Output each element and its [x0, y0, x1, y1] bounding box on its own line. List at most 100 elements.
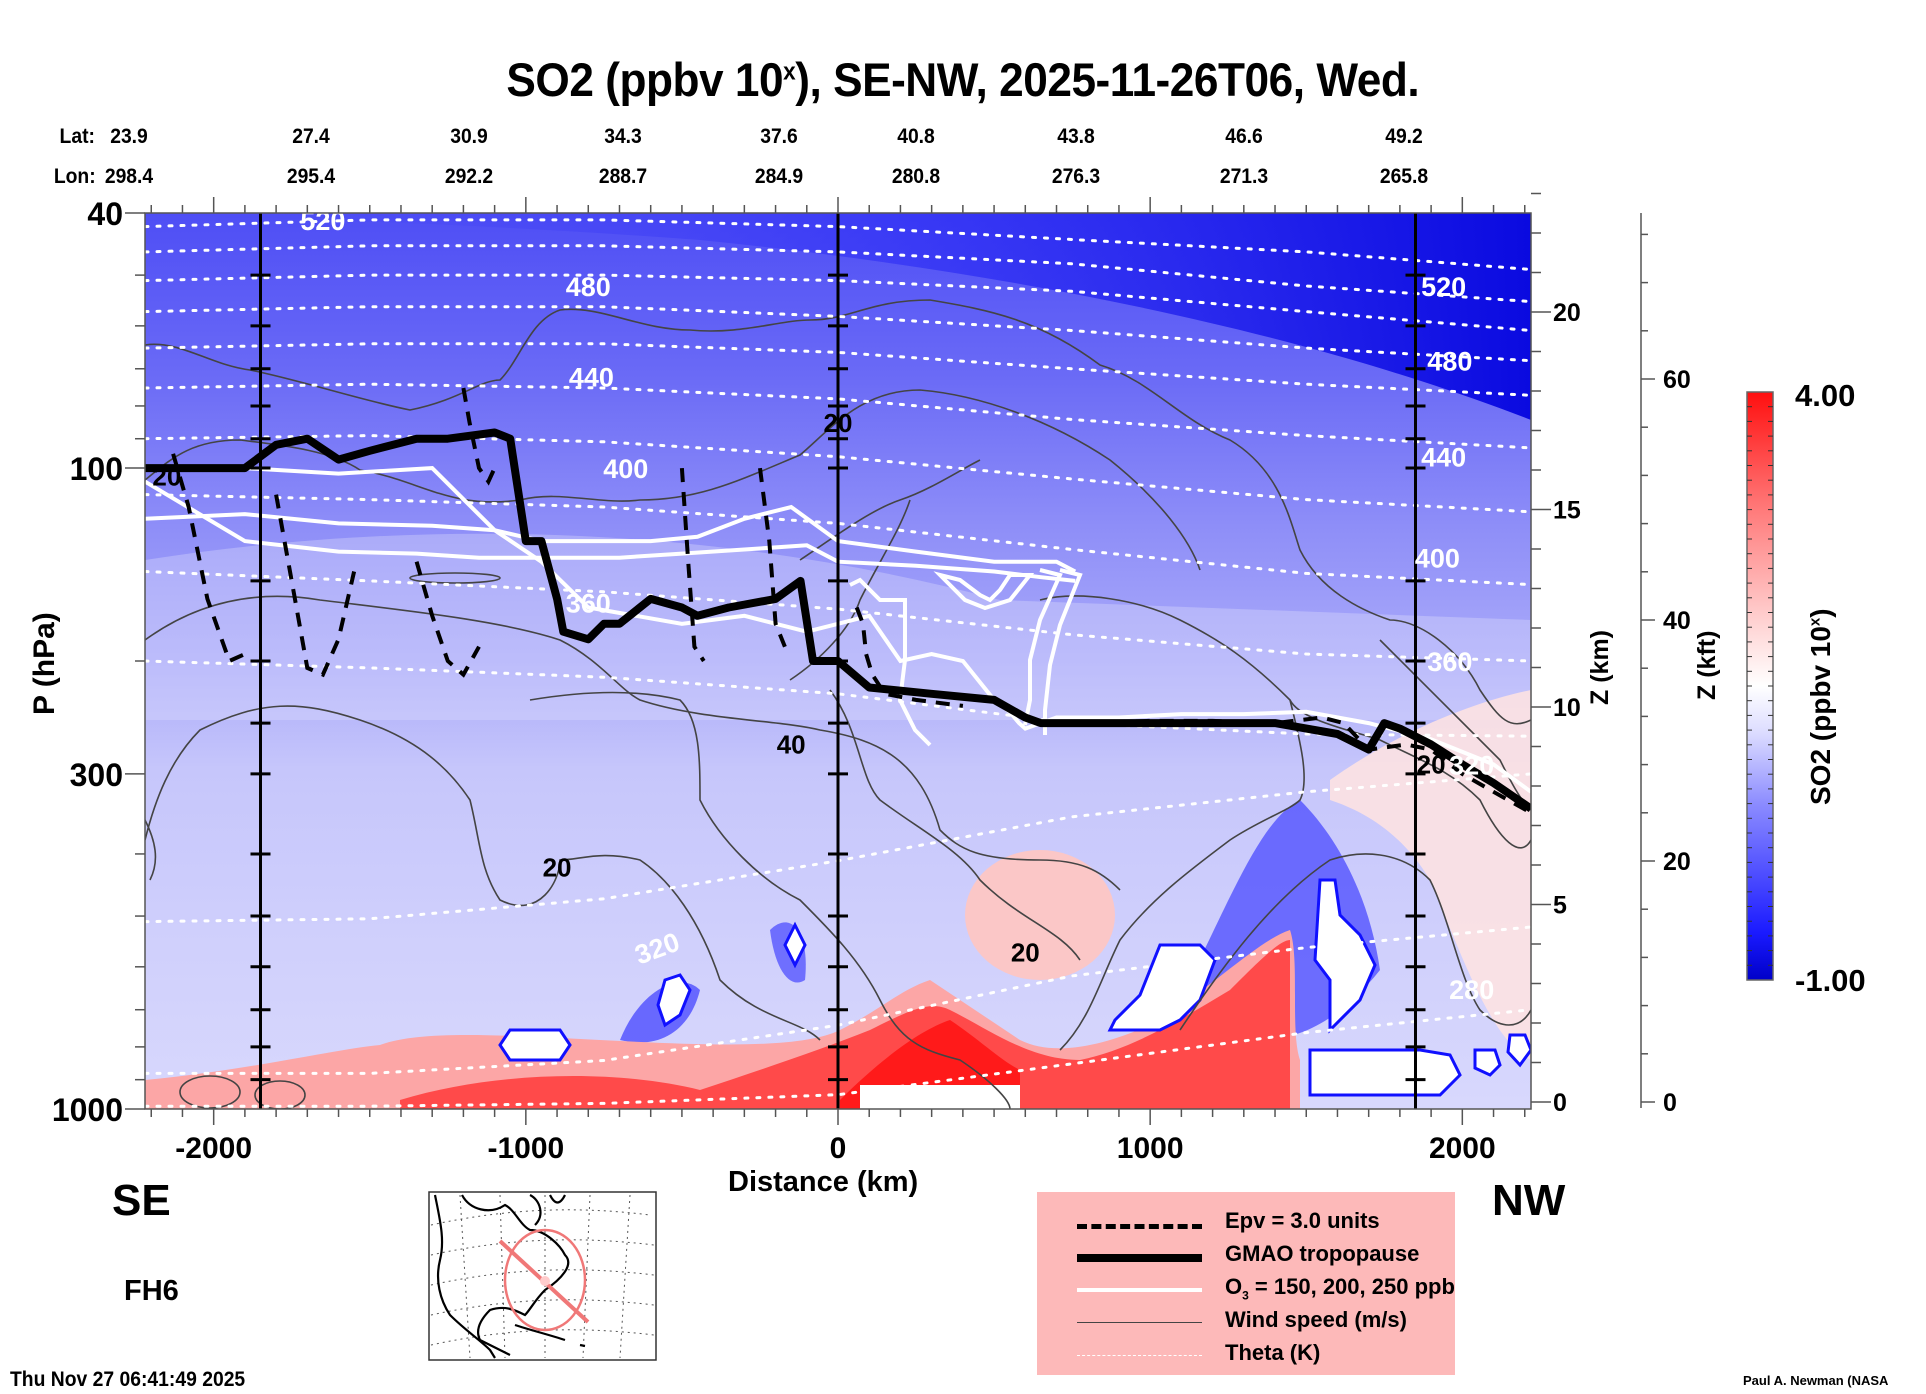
epv-contour-7 — [1087, 715, 1531, 815]
lat-row-value: 40.8 — [897, 125, 935, 148]
tropopause-line — [145, 428, 1531, 812]
legend-item-tropopause: GMAO tropopause — [1037, 1239, 1455, 1273]
wind-speed-label: 20 — [1011, 938, 1040, 968]
x-axis-label: Distance (km) — [728, 1166, 919, 1198]
legend-item-wind: Wind speed (m/s) — [1037, 1305, 1455, 1339]
so2-field-hole-surface — [860, 1085, 1020, 1109]
wind-speed-label: 20 — [152, 461, 181, 491]
legend-dotted-line — [1077, 1355, 1202, 1356]
theta-label: 360 — [566, 588, 611, 618]
colorbar-min-label: -1.00 — [1795, 963, 1866, 998]
so2-field-hole-5 — [1313, 878, 1377, 1034]
legend-label-theta: Theta (K) — [1225, 1340, 1321, 1365]
so2-field-surface-red-core — [400, 940, 1290, 1109]
footer-timestamp: Thu Nov 27 06:41:49 2025 — [10, 1368, 246, 1391]
theta-label: 520 — [1421, 272, 1466, 302]
epv-contour-5 — [758, 467, 787, 648]
lat-row-label: Lat: — [59, 125, 95, 148]
lon-row-value: 284.9 — [754, 165, 804, 188]
so2-field-hole-1 — [498, 1028, 572, 1062]
y-tick-label: 300 — [70, 757, 123, 793]
ozone-contours — [145, 466, 1531, 794]
theta-label: 320 — [1449, 750, 1494, 780]
z-km-tick-label: 15 — [1553, 497, 1581, 525]
x-tick-label: 1000 — [1117, 1132, 1184, 1165]
theta-contour-460 — [145, 305, 1531, 363]
theta-label: 360 — [1427, 647, 1472, 677]
legend-label-ozone: O3 = 150, 200, 250 ppb — [1225, 1274, 1455, 1303]
lat-row-value: 27.4 — [292, 125, 330, 148]
legend-label-wind: Wind speed (m/s) — [1225, 1307, 1407, 1332]
z-km-axis-label: Z (km) — [1586, 630, 1614, 705]
legend: Epv = 3.0 units GMAO tropopause O3 = 150… — [1037, 1192, 1455, 1375]
plot-area: 520480440400360320520480440400360320280 … — [145, 206, 1531, 1109]
kft-axis: 0 20 40 60 — [1640, 213, 1691, 1117]
theta-label: 400 — [1415, 544, 1460, 574]
kft-tick-label: 0 — [1663, 1089, 1677, 1117]
lat-row-value: 49.2 — [1385, 125, 1423, 148]
kft-tick-label: 20 — [1663, 848, 1691, 876]
lon-row-value: 292.2 — [444, 165, 494, 188]
inset-map-center — [540, 1276, 550, 1286]
y-axis-label: P (hPa) — [28, 612, 61, 715]
theta-label: 520 — [300, 206, 345, 236]
legend-label-epv: Epv = 3.0 units — [1225, 1208, 1380, 1233]
theta-label: 480 — [566, 272, 611, 302]
ozone-loop — [849, 568, 1083, 747]
lon-row-label: Lon: — [53, 165, 96, 188]
theta-label: 440 — [1421, 443, 1466, 473]
legend-item-epv: Epv = 3.0 units — [1037, 1206, 1455, 1240]
so2-field-hole-8 — [1506, 1033, 1531, 1068]
z-kft-axis-label: Z (kft) — [1693, 630, 1721, 700]
legend-thick-line — [1077, 1254, 1202, 1262]
kft-tick-label: 40 — [1663, 607, 1691, 635]
direction-left-label: SE — [112, 1176, 171, 1225]
so2-field-hole-7 — [1473, 1048, 1502, 1077]
epv-contour-2 — [461, 387, 497, 486]
y-tick-label: 40 — [87, 196, 123, 232]
wind-speed-contours — [145, 299, 1531, 1109]
lon-row-value: 295.4 — [286, 165, 336, 188]
inset-map-range-circle — [503, 1228, 587, 1332]
lat-row-value: 34.3 — [604, 125, 642, 148]
lat-row-value: 46.6 — [1225, 125, 1263, 148]
y-tick-label: 1000 — [52, 1092, 123, 1128]
inset-map-coastlines — [433, 1194, 586, 1359]
ozone-contour-1 — [145, 479, 1076, 583]
epv-contour-6 — [854, 606, 964, 708]
lon-row-value: 276.3 — [1051, 165, 1101, 188]
wind-labels: 20 20 40 20 20 20 — [152, 408, 1445, 968]
wind-speed-label: 20 — [1417, 749, 1446, 779]
z-km-tick-label: 0 — [1553, 1089, 1567, 1117]
colorbar-max-label: 4.00 — [1795, 378, 1856, 413]
chart-title: SO2 (ppbv 10x), SE-NW, 2025-11-26T06, We… — [506, 53, 1420, 106]
ozone-contour-2 — [244, 466, 1531, 794]
legend-white-line — [1077, 1288, 1202, 1292]
direction-right-label: NW — [1492, 1176, 1566, 1225]
inset-map — [428, 1191, 657, 1361]
x-tick-label: 0 — [830, 1132, 847, 1165]
lon-row-value: 271.3 — [1219, 165, 1269, 188]
legend-item-ozone: O3 = 150, 200, 250 ppb — [1037, 1272, 1455, 1306]
theta-contour-280 — [145, 1008, 1531, 1108]
theta-contour-400 — [145, 434, 1531, 514]
lon-row-value: 288.7 — [598, 165, 648, 188]
lon-row-value: 265.8 — [1379, 165, 1429, 188]
lon-row-value: 298.4 — [104, 165, 154, 188]
vertical-markers — [250, 213, 1426, 1109]
z-km-tick-label: 20 — [1553, 299, 1581, 327]
so2-field-hole-4 — [1107, 943, 1217, 1032]
so2-field-strat-high — [145, 213, 1531, 420]
wind-speed-label: 20 — [543, 853, 572, 883]
gmao-tropopause — [145, 428, 1531, 812]
so2-field-pink-blob — [965, 850, 1115, 980]
epv-contours — [171, 387, 1531, 815]
theta-contour-420 — [145, 382, 1531, 450]
lat-row-value: 37.6 — [760, 125, 798, 148]
epv-contour-3 — [414, 561, 481, 678]
legend-item-theta: Theta (K) — [1037, 1338, 1455, 1372]
legend-dashed-line — [1077, 1224, 1202, 1229]
theta-label: 280 — [1449, 975, 1494, 1005]
legend-label-tropopause: GMAO tropopause — [1225, 1241, 1420, 1266]
